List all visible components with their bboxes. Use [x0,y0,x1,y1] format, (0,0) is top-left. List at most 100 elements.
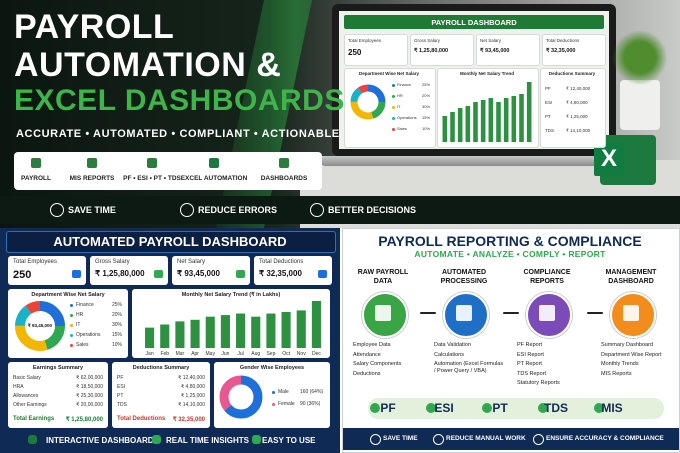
legend-value: 20% [422,93,431,98]
feature-label: PAYROLL [21,175,51,182]
legend-label: Operations [76,332,101,338]
x-tick-label: Nov [297,351,306,357]
footer-label: REDUCE MANUAL WORK [446,435,526,442]
total-label: Total Earnings [13,416,55,422]
row-value: ₹ 4,80,000 [180,384,205,390]
step-item: MIS Reports [601,370,632,377]
feature-label: DASHBOARDS [260,175,308,182]
bar [145,327,155,348]
benefit-label: REDUCE ERRORS [198,205,278,215]
step-item: Statutory Reports [517,380,560,386]
step-item: PT Report [517,361,542,367]
legend-swatch [392,117,395,120]
panel-title: PAYROLL REPORTING & COMPLIANCE [378,233,642,249]
laptop-base [318,156,630,166]
plant [612,30,668,85]
step-item: PF Report [517,342,543,348]
legend-swatch [272,391,275,394]
check-icon [482,403,492,413]
footer-label: ENSURE ACCURACY & COMPLIANCE [546,435,664,442]
feature-icon [209,158,219,168]
step-title: RAW PAYROLL DATA [357,269,409,285]
legend-value: 20% [112,312,123,318]
row-value: ₹ 12,40,000 [178,375,205,381]
step-item: Department Wise Report [601,351,662,358]
legend-label: Sales [76,342,89,348]
code-label: ESI [434,401,454,415]
step-item: Deductions [353,370,381,377]
x-tick-label: Aug [251,351,260,357]
benefit-icon [310,203,324,217]
legend-swatch [70,314,73,317]
legend-label: Female [278,401,295,407]
kpi-label: Net Salary [480,38,502,43]
legend-swatch [70,334,73,337]
kpi-icon [236,270,245,278]
row-value: ₹ 25,30,000 [76,393,103,399]
x-tick-label: Apr [191,351,199,357]
right-footer [343,428,679,450]
bar [311,301,321,348]
kpi-label: Total Employees [348,38,382,43]
bar [190,319,200,348]
x-tick-label: Oct [282,351,290,357]
kpi-label: Gross Salary [95,259,130,265]
benefit-label: SAVE TIME [68,205,116,215]
x-tick-label: Jun [221,351,229,357]
footer-icon [433,434,444,445]
bar [220,315,230,348]
x-tick-label: Jul [237,351,243,357]
legend-label: IT [76,322,81,328]
bar [511,96,517,142]
row-label: PF [117,375,124,381]
panel [112,362,210,428]
row-value: ₹ 20,00,000 [76,402,103,408]
step-item: Automation (Excel Formulas / Power Query… [434,361,504,374]
kpi-icon [72,270,81,278]
legend-label: Finance [397,82,412,87]
right-panel [342,228,680,453]
row-value: ₹ 62,00,000 [76,375,103,381]
legend-swatch [392,84,395,87]
legend-swatch [392,106,395,109]
legend-swatch [392,95,395,98]
kpi-label: Total Deductions [546,38,580,43]
row-label: Other Earnings [13,402,47,408]
feature-icon [87,158,97,168]
row-label: ESI [545,100,553,105]
hero-title: PAYROLL [14,8,175,46]
laptop-title-bar [344,15,604,29]
check-icon [538,403,548,413]
row-value: ₹ 14,10,000 [178,402,205,408]
step-title: COMPLIANCE REPORTS [523,269,571,285]
panel-title: Department Wise Net Salary [359,71,419,76]
row-label: ESI [117,384,126,390]
tagline: ACCURATE • AUTOMATED • COMPLIANT • ACTIO… [16,128,340,140]
feature-label: MIS REPORTS [69,175,115,182]
donut-segment [350,84,386,120]
donut-segment [219,375,263,419]
check-icon [594,403,604,413]
step-icon [375,305,391,321]
x-tick-label: Feb [160,351,169,357]
feature-icon [147,158,157,168]
step-icon [623,305,639,321]
hero-title: AUTOMATION & [14,46,282,84]
bar [480,100,486,142]
benefit-icon [180,203,194,217]
legend-label: Sales [397,126,408,131]
legend-swatch [70,324,73,327]
kpi-value: ₹ 93,45,000 [177,269,220,278]
row-label: TDS [545,128,554,133]
kpi-card [542,34,606,66]
bar [457,108,463,142]
panel-title: Department Wise Net Salary [31,292,105,298]
step-item: Employee Data [353,342,391,348]
total-value: ₹ 32,35,000 [172,417,205,423]
step-title: AUTOMATED PROCESSING [440,269,488,285]
x-tick-label: May [206,351,216,357]
legend-label: Male [278,389,289,395]
chart [15,301,65,351]
arrow [587,312,603,314]
step-item: ESI Report [517,351,544,358]
